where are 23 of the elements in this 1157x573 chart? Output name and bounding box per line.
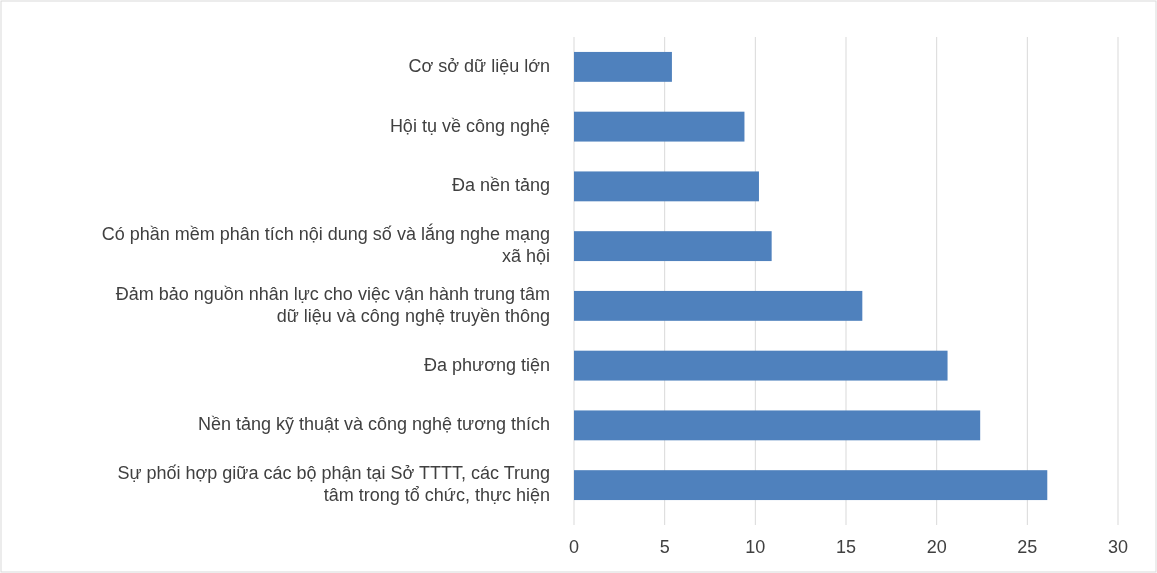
x-tick-label: 15 xyxy=(835,536,857,557)
y-tick-label: Cơ sở dữ liệu lớn xyxy=(408,55,550,76)
bar xyxy=(574,350,948,381)
bar xyxy=(574,410,981,441)
bar xyxy=(574,290,863,321)
x-tick-label: 30 xyxy=(1107,536,1129,557)
bar xyxy=(574,470,1048,501)
y-tick-label: Đảm bảo nguồn nhân lực cho việc vận hành trung tâm dữ liệu và công nghệ truyền thông xyxy=(115,283,550,326)
y-tick-label: Đa nền tảng xyxy=(451,175,550,196)
x-tick-label: 10 xyxy=(745,536,766,557)
bar xyxy=(574,171,759,202)
bar xyxy=(574,51,672,82)
bar xyxy=(574,231,772,262)
y-tick-label: Có phần mềm phân tích nội dung số và lắng nghe mạng xã hội xyxy=(101,222,550,266)
y-tick-label: Sự phối hợp giữa các bộ phận tại Sở TTTT, các Trung tâm trong tổ chức, thực hiện xyxy=(117,462,550,505)
x-tick-label: 25 xyxy=(1017,536,1038,557)
y-tick-label: Hội tụ về công nghệ xyxy=(389,115,550,136)
x-tick-label: 5 xyxy=(659,536,670,557)
x-tick-label: 20 xyxy=(926,536,947,557)
y-tick-label: Nền tảng kỹ thuật và công nghệ tương thích xyxy=(197,414,550,435)
x-tick-label: 0 xyxy=(568,536,580,557)
y-tick-label: Đa phương tiện xyxy=(424,354,550,375)
bar xyxy=(574,111,745,142)
